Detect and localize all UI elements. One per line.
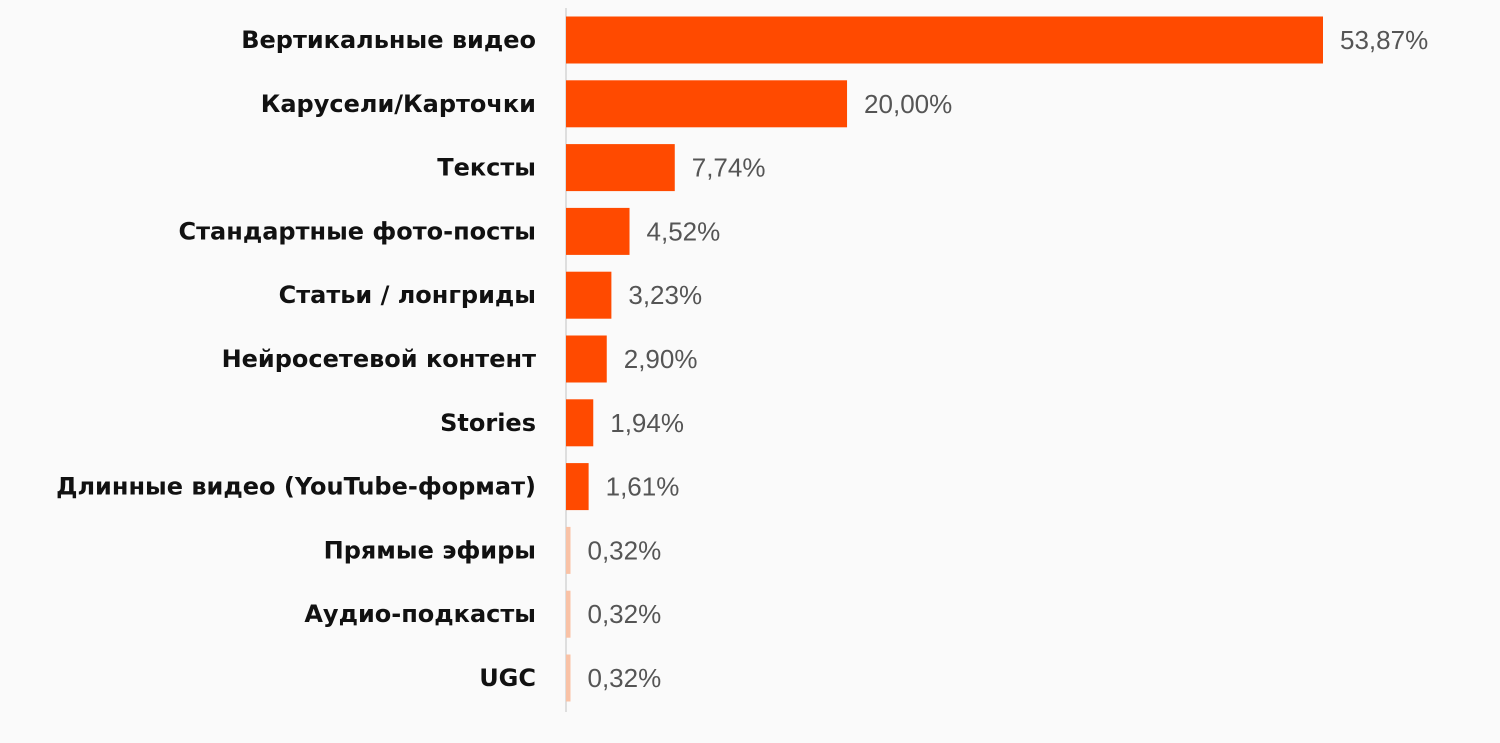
value-label: 3,23% <box>628 280 702 310</box>
category-label: UGC <box>479 664 536 692</box>
value-label: 53,87% <box>1340 25 1428 55</box>
bar <box>566 590 571 638</box>
bar <box>566 207 630 255</box>
category-label: Карусели/Карточки <box>261 90 536 118</box>
category-label: Тексты <box>437 154 536 182</box>
category-label: Прямые эфиры <box>324 536 536 564</box>
category-label: Вертикальные видео <box>241 26 536 54</box>
value-label: 0,32% <box>587 663 661 693</box>
category-label: Длинные видео (YouTube-формат) <box>56 473 536 501</box>
value-label: 7,74% <box>692 153 766 183</box>
value-label: 0,32% <box>587 535 661 565</box>
value-label: 1,61% <box>606 472 680 502</box>
bar <box>566 80 848 128</box>
value-label: 0,32% <box>587 599 661 629</box>
value-label: 4,52% <box>647 216 721 246</box>
bar <box>566 335 607 383</box>
value-label: 2,90% <box>624 344 698 374</box>
category-label: Стандартные фото-посты <box>179 217 536 245</box>
bar <box>566 463 589 511</box>
bar <box>566 271 612 319</box>
value-label: 1,94% <box>610 408 684 438</box>
bar <box>566 399 594 447</box>
bar <box>566 654 571 702</box>
category-label: Статьи / лонгриды <box>279 281 536 309</box>
bar <box>566 144 675 192</box>
bar <box>566 16 1323 64</box>
category-label: Stories <box>440 409 536 437</box>
bar <box>566 526 571 574</box>
category-label: Аудио-подкасты <box>304 600 536 628</box>
bars-group: Вертикальные видео 53,87% Карусели/Карточк… <box>56 16 1428 702</box>
value-label: 20,00% <box>864 89 952 119</box>
category-label: Нейросетевой контент <box>222 345 537 373</box>
